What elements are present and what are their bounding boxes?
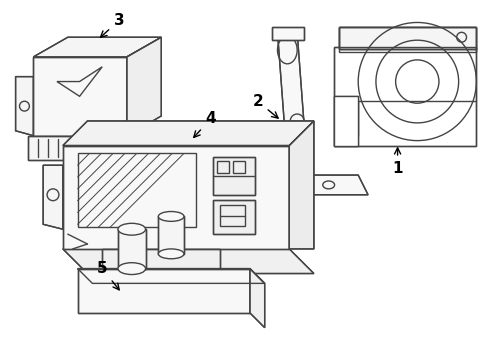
Polygon shape — [63, 145, 289, 249]
Text: 3: 3 — [101, 13, 124, 37]
Ellipse shape — [118, 223, 145, 235]
Polygon shape — [102, 249, 220, 269]
Polygon shape — [338, 27, 475, 52]
Text: 5: 5 — [97, 261, 119, 290]
Bar — [217, 161, 229, 173]
Polygon shape — [28, 136, 131, 160]
Polygon shape — [78, 269, 264, 283]
Bar — [233, 161, 244, 173]
Bar — [338, 101, 358, 136]
Polygon shape — [333, 47, 475, 145]
Polygon shape — [333, 96, 358, 145]
Polygon shape — [249, 269, 264, 328]
Polygon shape — [78, 269, 249, 313]
Polygon shape — [271, 27, 304, 40]
Bar — [220, 204, 244, 226]
Polygon shape — [249, 175, 367, 195]
Polygon shape — [338, 27, 475, 49]
Polygon shape — [63, 121, 313, 145]
Polygon shape — [63, 249, 313, 274]
Polygon shape — [43, 165, 63, 229]
Polygon shape — [16, 77, 33, 136]
Polygon shape — [118, 229, 145, 269]
Polygon shape — [126, 37, 161, 136]
Polygon shape — [33, 57, 126, 136]
Ellipse shape — [158, 249, 183, 259]
Polygon shape — [212, 157, 254, 195]
Ellipse shape — [158, 212, 183, 221]
Polygon shape — [277, 32, 308, 190]
Text: 2: 2 — [252, 94, 278, 118]
Bar — [78, 153, 195, 227]
Polygon shape — [249, 156, 271, 195]
Polygon shape — [212, 200, 254, 234]
Polygon shape — [33, 37, 161, 57]
Text: 4: 4 — [193, 112, 215, 138]
Polygon shape — [158, 216, 183, 254]
Ellipse shape — [118, 263, 145, 275]
Polygon shape — [289, 121, 313, 249]
Text: 1: 1 — [391, 148, 402, 176]
